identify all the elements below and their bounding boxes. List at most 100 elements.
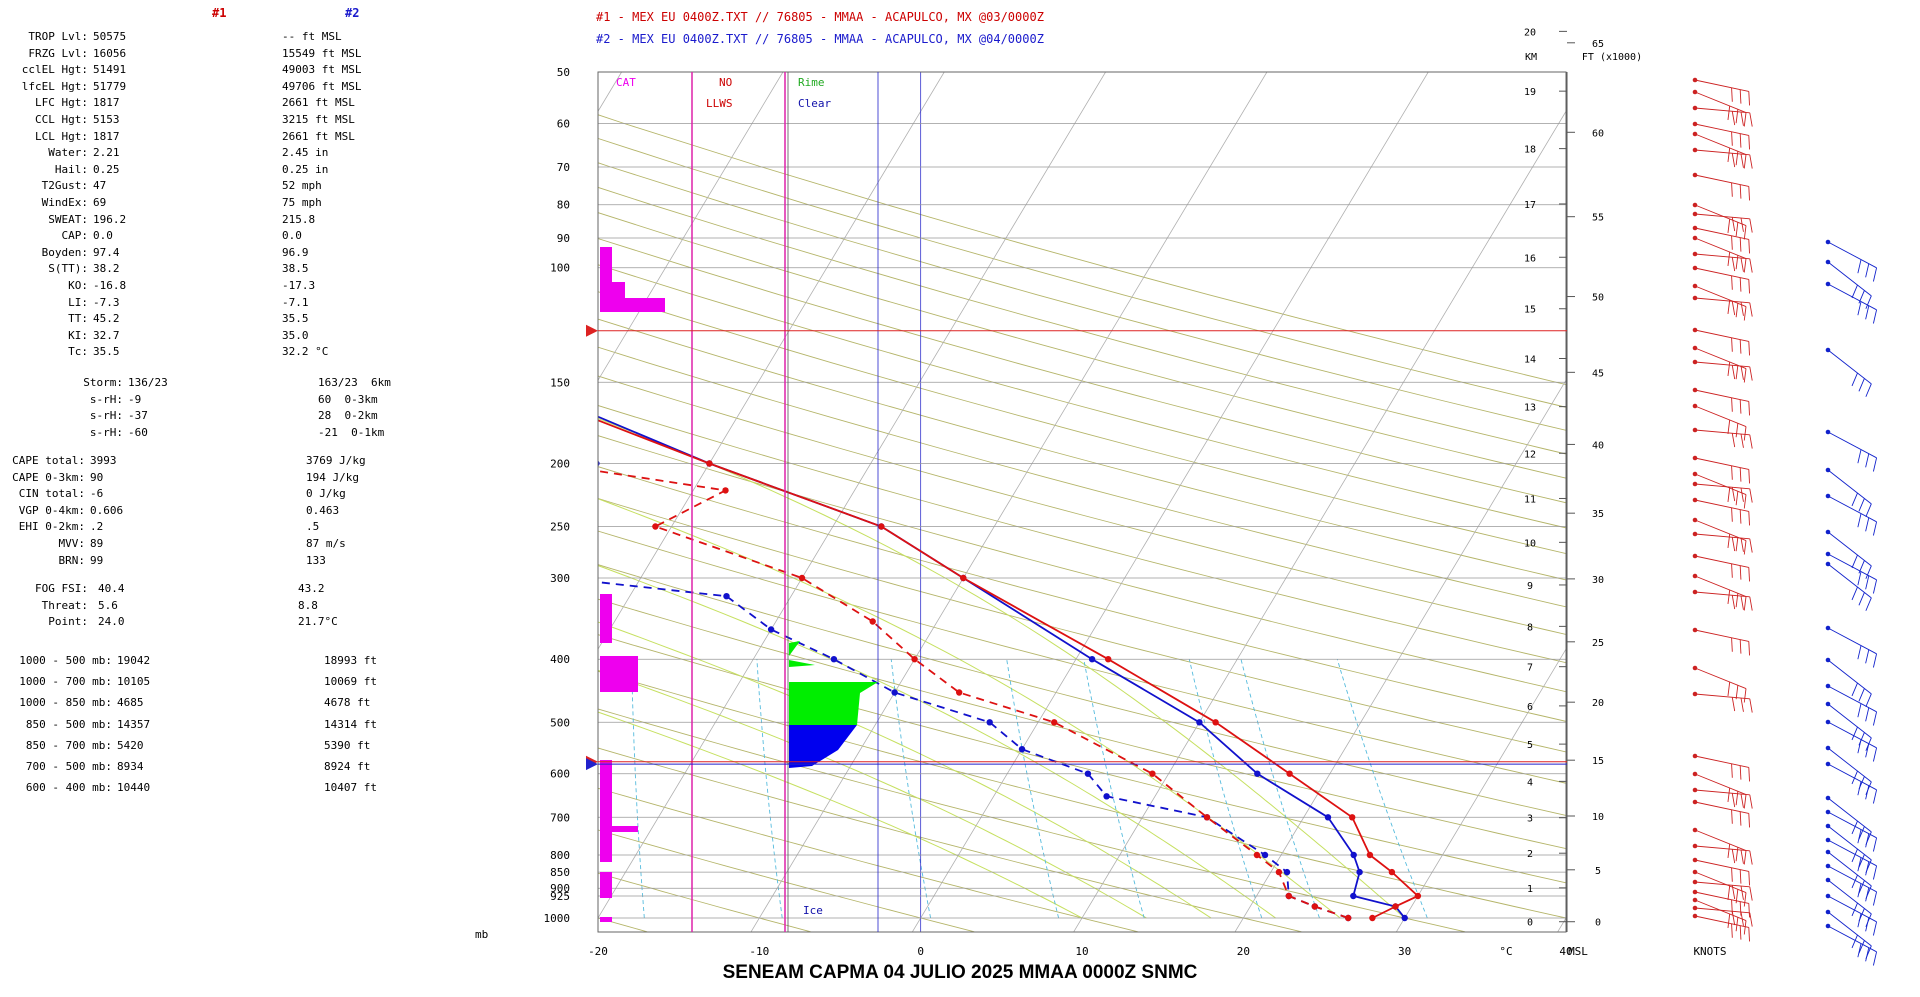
wind-barb	[1735, 423, 1739, 438]
indices-label: KI:	[68, 328, 88, 342]
series-1-header: #1 - MEX EU 0400Z.TXT // 76805 - MMAA - …	[596, 10, 1044, 24]
wind-barb	[1743, 306, 1747, 321]
ft-tick-label: 50	[1592, 293, 1604, 304]
series-2-dewpoint-point	[1261, 851, 1269, 859]
wind-barb	[1748, 401, 1750, 416]
wind-barb	[1872, 921, 1878, 936]
wind-barb	[1739, 184, 1742, 199]
wind-barb	[1851, 372, 1858, 387]
series-1-dewpoint-point	[239, 379, 245, 385]
cat-bar	[600, 917, 612, 922]
wind-barb	[1694, 285, 1747, 308]
dry-adiabat	[598, 497, 1566, 753]
wind-barb	[1857, 781, 1862, 796]
wind-barb	[1749, 538, 1753, 553]
cape-value-1: 89	[90, 537, 104, 550]
pressure-tick-label: 100	[550, 262, 570, 275]
wind-barb-point	[1825, 837, 1831, 843]
wind-barb	[1735, 222, 1739, 237]
thickness-value-1: 19042	[117, 654, 151, 667]
indices-label: WindEx:	[41, 196, 88, 209]
pressure-tick-label: 70	[557, 161, 570, 174]
indices-label: Tc:	[68, 345, 88, 359]
series-1-dewpoint-point	[1275, 868, 1283, 876]
indices-label: CAP:	[61, 229, 89, 243]
knots-label: KNOTS	[1693, 945, 1726, 958]
pressure-tick-label: 700	[550, 811, 570, 824]
wind-barb	[1735, 365, 1739, 380]
wind-barb	[1731, 301, 1736, 316]
wind-barb-point	[1692, 913, 1698, 919]
thickness-label: 1000 - 500 mb:	[19, 654, 112, 667]
thickness-value-1: 10105	[117, 675, 151, 689]
wind-barb	[1749, 912, 1753, 927]
series-1-temperature-point	[1392, 903, 1399, 910]
pressure-tick-label: 200	[550, 457, 570, 470]
indices-label: T2Gust:	[41, 179, 88, 193]
series-2-temperature-point	[1196, 719, 1203, 726]
series-1-dewpoint-point	[652, 523, 659, 530]
thickness-value-1: 10440	[117, 781, 151, 795]
km-tick-label: 8	[1527, 622, 1533, 633]
wind-barb-point	[1692, 787, 1698, 793]
wind-barb	[1872, 747, 1878, 762]
dry-adiabat	[598, 564, 1566, 816]
wind-barb	[1827, 261, 1872, 297]
wind-barb	[1743, 596, 1747, 611]
indices-value-2: 2661 ft MSL	[282, 96, 355, 110]
wind-barb	[1748, 641, 1750, 656]
wind-barb	[1851, 284, 1858, 299]
temperature-tick-label: -20	[588, 945, 608, 958]
wind-barb	[1872, 653, 1878, 668]
wind-barb	[1748, 767, 1750, 782]
wind-barb	[1749, 366, 1753, 381]
wind-barb	[1851, 682, 1858, 697]
cape-value-1: 0.606	[90, 503, 124, 517]
wind-barb	[1857, 883, 1862, 898]
pressure-tick-label: 80	[557, 199, 570, 212]
wind-barb	[1739, 399, 1742, 414]
wind-barb	[1858, 880, 1865, 894]
thickness-value-2: 8924 ft	[324, 760, 371, 773]
wind-barb	[1865, 785, 1870, 800]
wind-barb	[1735, 917, 1739, 932]
wind-barb	[1827, 627, 1877, 655]
wind-barb	[1727, 487, 1731, 502]
cape-value-2: 133	[306, 553, 326, 567]
wind-barb	[1749, 596, 1753, 611]
wind-barb	[1749, 258, 1753, 273]
rime-ice-area	[789, 682, 878, 725]
temperature-tick-label: 30	[1398, 945, 1411, 958]
wind-barb	[1748, 135, 1750, 150]
wind-barb-point	[1692, 879, 1698, 885]
wind-barb-point	[1692, 517, 1698, 523]
dry-adiabat	[598, 530, 1566, 784]
indices-value-1: 0.25	[93, 162, 120, 176]
thickness-label: 700 - 500 mb:	[25, 760, 112, 773]
ft-tick-label: 65	[1592, 39, 1604, 50]
indices-label: Boyden:	[41, 245, 88, 259]
pressure-tick-label: 900	[550, 882, 570, 895]
thickness-value-2: 18993 ft	[324, 654, 377, 667]
cape-value-2: 0 J/kg	[306, 487, 346, 501]
wind-barb	[1731, 763, 1733, 778]
wind-barb	[1731, 867, 1733, 882]
wind-barb-point	[1825, 467, 1831, 473]
wind-barb	[1740, 365, 1744, 380]
mixing-ratio-line	[631, 659, 645, 919]
thickness-value-2: 10069 ft	[324, 675, 377, 689]
wind-barb	[1743, 368, 1747, 383]
wind-barb	[1827, 553, 1877, 581]
wind-barb	[1857, 829, 1862, 844]
temperature-tick-label: 10	[1075, 945, 1088, 958]
wind-barb	[1748, 567, 1750, 582]
indices-value-2: -- ft MSL	[282, 30, 342, 43]
km-tick-label: 19	[1524, 87, 1536, 98]
wind-barb	[1694, 871, 1747, 894]
wind-barb	[1857, 449, 1862, 464]
storm-label: s-rH:	[89, 425, 123, 439]
wind-barb-point	[1825, 551, 1831, 557]
wind-barb	[1739, 89, 1742, 104]
wind-barb-point	[1692, 771, 1698, 777]
indices-value-2: -7.1	[282, 295, 309, 309]
